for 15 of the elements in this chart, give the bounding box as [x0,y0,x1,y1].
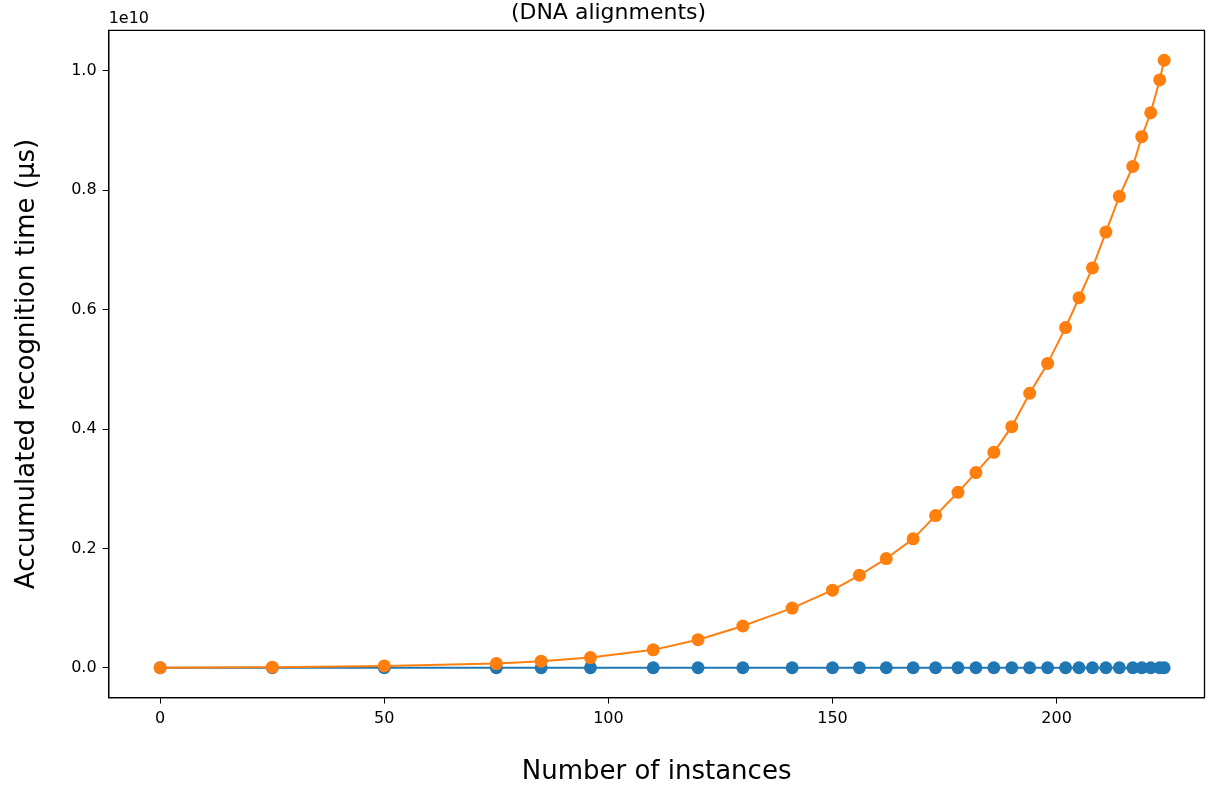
y-tick-label: 0.2 [71,537,97,557]
x-tick-label: 0 [155,708,166,728]
x-tick-label: 150 [817,708,848,728]
x-axis-title: Number of instances [521,755,792,786]
x-tick-label: 50 [374,708,395,728]
y-tick-label: 0.6 [71,298,97,318]
y-tick-label: 0.4 [71,418,97,438]
x-tick-label: 200 [1041,708,1072,728]
x-tick-label: 100 [593,708,624,728]
chart-title: (DNA alignments) [510,0,707,24]
y-tick-label: 0.8 [71,179,97,199]
y-axis-title: Accumulated recognition time (μs) [10,138,41,590]
y-tick-label: 1.0 [71,60,97,80]
text: 1e10 [108,7,150,27]
y-tick-label: 0.0 [71,656,97,676]
